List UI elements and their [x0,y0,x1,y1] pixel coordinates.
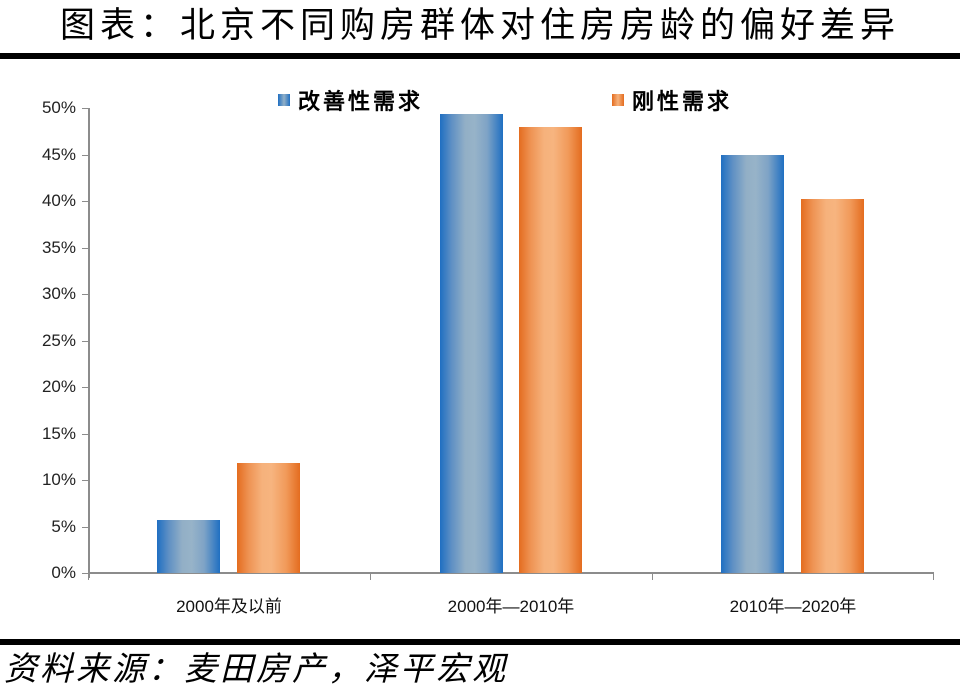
y-tick [82,340,89,342]
legend-swatch-blue-icon [278,94,290,106]
y-axis [88,108,90,578]
y-tick [82,201,89,202]
y-tick-label: 5% [51,516,76,536]
y-tick-label: 20% [41,377,76,396]
y-tick-label: 25% [41,330,76,350]
source-note: 资料来源：麦田房产，泽平宏观 [4,649,508,688]
x-tick [652,573,653,580]
y-tick [82,108,89,109]
plot-area: 改善性需求 刚性需求 0% 5% 10% 15% 20% 25% 30% 35% 40% 45% 5… [41,84,934,616]
y-tick-label: 50% [41,98,76,117]
y-tick-label: 10% [41,470,76,489]
y-tick [82,480,89,481]
title-divider [0,53,960,59]
y-tick-label: 40% [41,191,76,210]
legend-item-improvement: 改善性需求 [278,84,423,116]
x-label-group-1: 2000年及以前 [176,597,282,616]
x-tick [88,573,89,580]
y-tick-label: 45% [41,144,76,164]
x-tick [933,573,934,580]
y-tick-label: 15% [41,423,76,443]
x-label-group-3: 2010年—2020年 [729,597,857,616]
y-tick-label: 35% [41,237,76,257]
y-tick [82,154,89,156]
legend-swatch-orange-icon [612,94,624,106]
y-tick [82,247,89,249]
y-tick [82,294,89,295]
x-tick [370,573,371,580]
x-label-group-2: 2000年—2010年 [447,597,575,616]
bar-rigid-g2 [519,126,582,573]
bar-improvement-g1 [157,519,220,573]
y-tick [82,526,89,528]
y-tick-label: 0% [51,563,76,582]
legend-label-improvement: 改善性需求 [298,89,424,115]
bar-rigid-g3 [801,199,864,573]
y-tick-label: 30% [41,284,76,303]
bar-rigid-g1 [237,463,300,573]
chart-title: 图表：北京不同购房群体对住房房龄的偏好差异 [59,6,900,46]
bar-improvement-g3 [721,154,784,573]
source-divider [0,639,960,645]
legend-item-rigid: 刚性需求 [612,84,732,116]
legend-label-rigid: 刚性需求 [632,89,733,115]
x-axis [88,572,934,574]
y-tick [82,387,89,388]
bar-improvement-g2 [440,113,503,573]
y-tick [82,573,89,574]
y-tick [82,433,89,435]
